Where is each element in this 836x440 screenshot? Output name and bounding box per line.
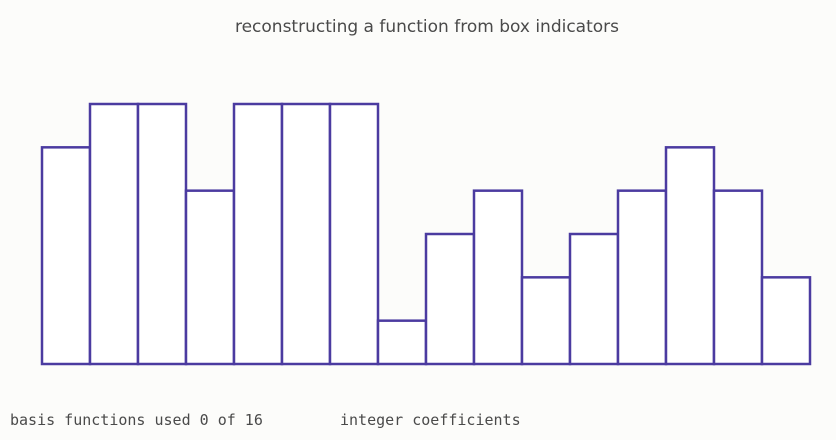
bar-14 <box>664 146 716 366</box>
bar-10 <box>472 189 524 366</box>
bar-3 <box>136 102 188 366</box>
chart-title: reconstructing a function from box indic… <box>234 17 620 37</box>
bar-2 <box>88 102 140 366</box>
bar-13 <box>616 189 668 366</box>
bars-group <box>40 102 812 366</box>
bar-15 <box>712 189 764 366</box>
bar-1 <box>40 146 92 366</box>
bar-6 <box>280 102 332 366</box>
bar-9 <box>424 232 476 366</box>
bar-8 <box>376 319 428 366</box>
bar-11 <box>520 276 572 366</box>
bar-16 <box>760 276 812 366</box>
bar-7 <box>328 102 380 366</box>
bar-12 <box>568 232 620 366</box>
integer-coefficients-label: integer coefficients <box>340 411 521 429</box>
bar-5 <box>232 102 284 366</box>
bar-4 <box>184 189 236 366</box>
basis-functions-used-label: basis functions used 0 of 16 <box>10 411 263 429</box>
